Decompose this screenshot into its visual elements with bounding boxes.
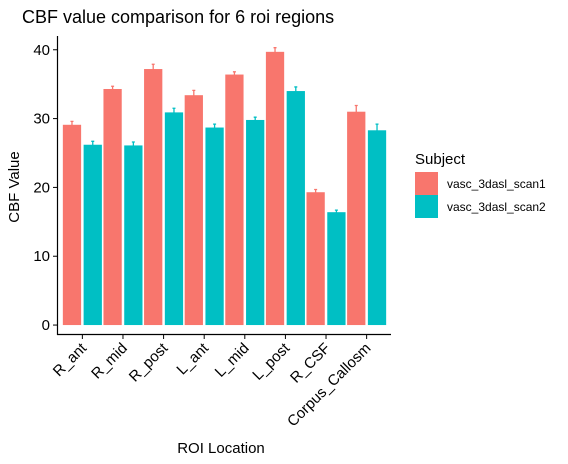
- error-bar: [273, 47, 277, 57]
- bar: [246, 119, 265, 326]
- legend-label: vasc_3dasl_scan2: [447, 200, 546, 214]
- bar: [327, 212, 346, 326]
- error-bar: [354, 104, 358, 119]
- bar: [144, 69, 163, 326]
- legend-label: vasc_3dasl_scan1: [447, 177, 546, 191]
- bar: [83, 144, 102, 326]
- bar: [124, 145, 143, 326]
- bar: [103, 88, 122, 326]
- error-bar: [70, 120, 74, 129]
- y-axis-ticks: 0 10 20 30 40: [33, 42, 58, 334]
- x-tick-label: L_post: [249, 339, 293, 383]
- error-bar: [151, 63, 155, 75]
- y-tick-label: 20: [33, 179, 50, 196]
- error-bar: [253, 116, 257, 124]
- error-bar: [232, 71, 236, 78]
- error-bar: [314, 188, 318, 196]
- error-bar: [334, 209, 338, 215]
- bar: [286, 91, 305, 326]
- y-axis-label: CBF Value: [6, 151, 23, 222]
- x-axis-label: ROI Location: [177, 440, 265, 457]
- bar: [367, 130, 387, 326]
- bar: [306, 192, 325, 326]
- error-bar: [111, 85, 115, 93]
- bar: [164, 112, 184, 326]
- plot-area: [62, 47, 387, 326]
- x-tick-label: R_ant: [50, 339, 91, 380]
- error-bar: [91, 140, 95, 149]
- error-bar: [294, 86, 298, 96]
- x-tick-label: R_post: [126, 339, 172, 385]
- x-tick-label: R_mid: [88, 340, 131, 383]
- chart-title: CBF value comparison for 6 roi regions: [22, 7, 334, 27]
- bar: [265, 51, 285, 326]
- bar: [184, 95, 203, 326]
- error-bar: [131, 141, 135, 150]
- error-bar: [213, 123, 217, 132]
- bar: [62, 124, 82, 326]
- x-tick-label: L_ant: [173, 339, 212, 378]
- legend-swatch: [415, 195, 438, 218]
- y-tick-label: 0: [42, 317, 50, 334]
- bar: [347, 111, 366, 326]
- legend-swatch: [415, 172, 438, 195]
- bar: [225, 74, 244, 326]
- error-bar: [172, 107, 176, 118]
- x-tick-label: L_mid: [212, 340, 253, 381]
- y-tick-label: 40: [33, 42, 50, 59]
- legend-title: Subject: [415, 151, 466, 168]
- y-tick-label: 10: [33, 248, 50, 265]
- y-tick-label: 30: [33, 111, 50, 128]
- error-bar: [375, 123, 379, 138]
- bar: [205, 127, 224, 326]
- error-bar: [192, 89, 196, 101]
- legend: Subject vasc_3dasl_scan1 vasc_3dasl_scan2: [415, 151, 546, 218]
